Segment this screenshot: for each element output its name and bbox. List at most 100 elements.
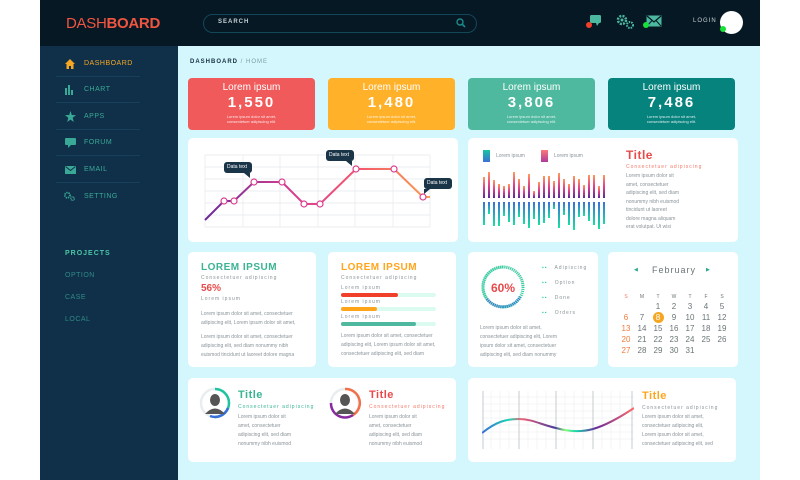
calendar-day[interactable]: 3 <box>687 302 693 311</box>
progress-fill <box>341 307 378 311</box>
weekday-label: S <box>624 293 628 300</box>
calendar-day[interactable] <box>698 345 714 356</box>
kpi-title: Lorem ipsum <box>362 82 421 93</box>
progress-fill <box>341 293 398 297</box>
sidebar-item-apps[interactable]: APPS <box>56 104 140 130</box>
weekday-label: T <box>656 293 660 300</box>
kpi-card[interactable]: Lorem ipsum 1,550 Lorem ipsum dolor sit … <box>188 78 315 130</box>
calendar-day[interactable]: 11 <box>701 313 711 322</box>
calendar-day[interactable]: 28 <box>637 346 647 355</box>
online-dot <box>720 26 726 32</box>
project-item-case[interactable]: CASE <box>65 294 87 301</box>
kpi-card[interactable]: Lorem ipsum 3,806 Lorem ipsum dolor sit … <box>468 78 595 130</box>
line-chart-card: Data text Data text Data text <box>188 138 458 242</box>
calendar-day[interactable] <box>618 301 634 312</box>
sidebar-item-setting[interactable]: SETTING <box>56 183 140 209</box>
gear-icon[interactable] <box>616 14 636 35</box>
calendar-day[interactable]: 23 <box>669 335 679 344</box>
legend-swatch <box>541 150 548 162</box>
calendar-day[interactable]: 13 <box>621 324 631 333</box>
calendar-day[interactable]: 27 <box>621 346 631 355</box>
card-text: Lorem ipsum dolor sit amet, consectetuer… <box>480 324 557 360</box>
user-silhouette-icon <box>205 394 225 414</box>
calendar-day[interactable]: 4 <box>703 302 709 311</box>
chat-icon[interactable] <box>586 14 602 33</box>
profile-text: Lorem ipsum dolor sit amet, consectetuer a… <box>369 413 422 449</box>
calendar-day[interactable]: 1 <box>655 302 661 311</box>
avatar-ring <box>329 387 362 419</box>
login-link[interactable]: LOGIN <box>693 18 717 24</box>
legend-swatch <box>483 150 490 162</box>
calendar-month: February <box>651 265 696 275</box>
kpi-desc: consectetuer adipiscing elit. <box>226 119 277 124</box>
calendar-day[interactable]: 22 <box>653 335 663 344</box>
calendar-day[interactable]: 31 <box>685 346 695 355</box>
calendar-day[interactable]: 29 <box>653 346 663 355</box>
text-line: amet, consectetuer <box>369 423 412 429</box>
calendar-day[interactable]: 19 <box>717 324 727 333</box>
prev-month-icon[interactable]: ◀ <box>634 267 638 273</box>
sidebar-item-forum[interactable]: FORUM <box>56 130 140 156</box>
project-item-option[interactable]: OPTION <box>65 272 95 279</box>
text-line: Lorem ipsum dolor sit amet, <box>642 432 704 438</box>
calendar-day[interactable]: 15 <box>653 324 663 333</box>
calendar-day[interactable]: 9 <box>671 313 677 322</box>
project-item-local[interactable]: LOCAL <box>65 316 91 323</box>
sidebar-item-dashboard[interactable]: DASHBOARD <box>56 51 140 77</box>
kpi-card[interactable]: Lorem ipsum 7,486 Lorem ipsum dolor sit … <box>608 78 735 130</box>
search-icon[interactable] <box>456 18 466 28</box>
calendar-day[interactable]: 20 <box>621 335 631 344</box>
sidebar-item-email[interactable]: EMAIL <box>56 157 140 183</box>
sidebar: DASHBOARD CHART APPS FORUM EMAIL SETTING… <box>40 46 178 480</box>
sidebar-item-label: CHART <box>84 86 111 93</box>
calendar-day-selected[interactable]: 8 <box>650 312 666 323</box>
search-input[interactable]: SEARCH <box>203 14 477 33</box>
calendar-week: 1 2 3 4 5 <box>618 301 730 312</box>
bar-chart-icon <box>64 84 76 96</box>
text-line: consectetuer adipiscing elit, sed diam <box>341 351 425 357</box>
calendar-day[interactable]: 5 <box>719 302 725 311</box>
sidebar-item-chart[interactable]: CHART <box>56 77 140 103</box>
calendar-day[interactable]: 18 <box>701 324 711 333</box>
breadcrumb-root[interactable]: DASHBOARD <box>190 59 238 65</box>
text-line: Lorem ipsum dolor sit amet, consectetuer <box>341 333 433 339</box>
stat-percent: 56% <box>201 283 222 294</box>
next-month-icon[interactable]: ▶ <box>706 267 710 273</box>
calendar-day[interactable]: 10 <box>685 313 695 322</box>
progress-fill <box>341 322 417 326</box>
calendar-day[interactable]: 21 <box>637 335 647 344</box>
calendar-day[interactable]: 14 <box>637 324 647 333</box>
calendar-day[interactable]: 24 <box>685 335 695 344</box>
text-line: Lorem ipsum dolor sit <box>238 414 286 420</box>
kpi-desc: Lorem ipsum dolor sit amet, <box>226 114 277 119</box>
card-subtitle: Consectetuer adipiscing <box>201 275 278 281</box>
calendar-day[interactable] <box>634 301 650 312</box>
text-line: Lorem ipsum dolor sit amet, consectetuer <box>201 311 293 317</box>
calendar-day[interactable]: 2 <box>671 302 677 311</box>
calendar-day[interactable] <box>714 345 730 356</box>
logo-bold: BOARD <box>106 15 160 32</box>
text-line: adipiscing elit, sed diam <box>369 432 423 438</box>
profile-text: Lorem ipsum dolor sit amet, consectetuer a… <box>238 413 291 449</box>
chart-tooltip: Data text <box>227 164 248 170</box>
bar-chart <box>483 172 605 230</box>
card-subtitle: Consectetuer adipiscing <box>341 275 418 281</box>
weekday-label: F <box>704 293 708 300</box>
progress-label: Lorem ipsum <box>341 314 381 320</box>
calendar-day[interactable]: 12 <box>717 313 727 322</box>
kpi-card[interactable]: Lorem ipsum 1,480 Lorem ipsum dolor sit … <box>328 78 455 130</box>
calendar-day[interactable]: 25 <box>701 335 711 344</box>
calendar-day[interactable]: 6 <box>623 313 629 322</box>
calendar-week: 6 7 8 9 10 11 12 <box>618 312 730 323</box>
calendar-day[interactable]: 17 <box>685 324 695 333</box>
text-line: consectetuer adipiscing elit, sed <box>642 441 713 447</box>
calendar-day[interactable]: 16 <box>669 324 679 333</box>
calendar-day[interactable]: 7 <box>639 313 645 322</box>
donut-chart <box>481 265 525 309</box>
calendar-day[interactable]: 30 <box>669 346 679 355</box>
text-line: nonummy nibh euismod <box>369 441 423 447</box>
chart-tooltip: Data text <box>329 152 350 158</box>
kpi-desc: Lorem ipsum dolor sit amet, <box>506 114 557 119</box>
mail-icon[interactable] <box>643 14 662 32</box>
calendar-day[interactable]: 26 <box>717 335 727 344</box>
